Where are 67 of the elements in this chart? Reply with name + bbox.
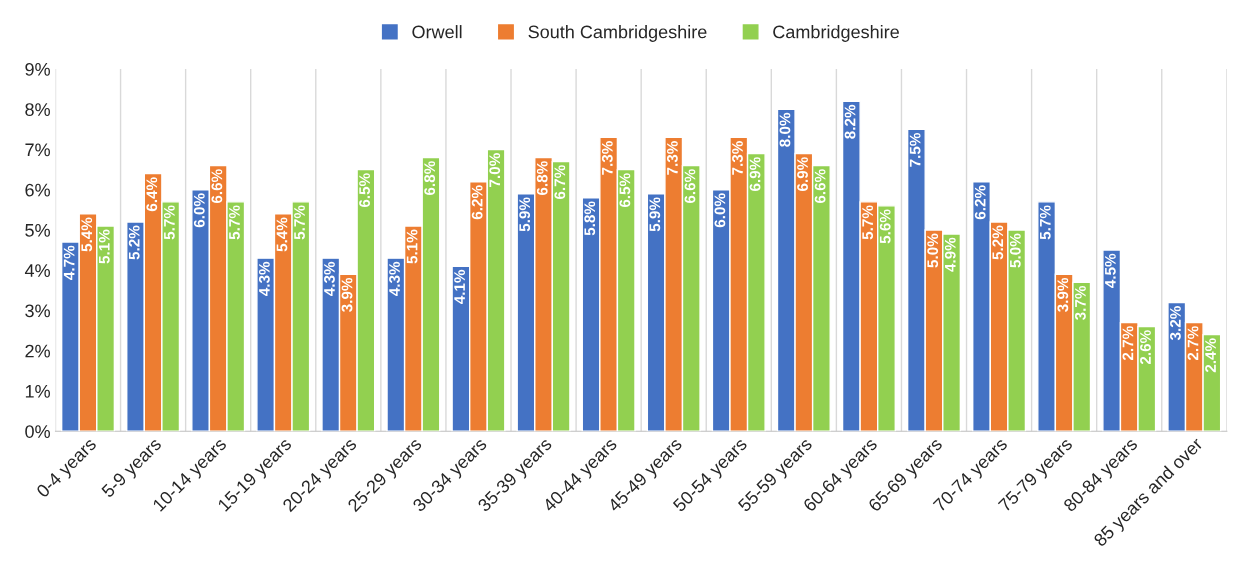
data-label: 6.7% xyxy=(554,165,566,200)
data-label: 4.3% xyxy=(258,261,270,296)
data-label: 5.9% xyxy=(649,197,661,232)
data-label: 5.2% xyxy=(992,225,1004,260)
data-label: 3.7% xyxy=(1075,285,1086,321)
data-label: 6.6% xyxy=(814,169,826,204)
y-tick-label: 3% xyxy=(25,304,50,318)
data-label: 7.3% xyxy=(601,141,613,175)
data-label: 3.9% xyxy=(341,277,353,312)
data-label: 5.7% xyxy=(163,205,175,240)
y-tick-label: 9% xyxy=(25,62,50,76)
data-label: 2.7% xyxy=(1122,326,1134,361)
data-label: 6.9% xyxy=(749,157,761,192)
y-tick-label: 0% xyxy=(25,425,50,438)
data-label: 5.7% xyxy=(229,205,240,240)
data-label: 5.7% xyxy=(862,205,874,240)
data-label: 8.0% xyxy=(779,112,791,147)
data-label: 4.1% xyxy=(454,269,465,305)
data-label: 5.0% xyxy=(927,233,939,268)
data-label: 6.8% xyxy=(536,161,548,196)
data-label: 5.1% xyxy=(406,229,418,264)
data-label: 4.3% xyxy=(324,261,335,296)
data-label: 3.2% xyxy=(1170,306,1181,341)
data-label: 8.2% xyxy=(844,104,856,139)
data-label: 6.6% xyxy=(684,169,696,204)
y-tick-label: 8% xyxy=(25,103,50,116)
data-label: 4.5% xyxy=(1104,253,1116,288)
y-tick-label: 1% xyxy=(25,385,50,398)
data-label: 7.3% xyxy=(666,141,678,175)
data-label: 6.0% xyxy=(714,193,726,228)
data-label: 5.8% xyxy=(584,201,596,236)
data-label: 2.7% xyxy=(1187,326,1199,361)
data-label: 6.9% xyxy=(797,157,808,192)
legend-label: South Cambridgeshire xyxy=(528,25,707,42)
legend-label: Cambridgeshire xyxy=(773,25,899,42)
data-label: 5.2% xyxy=(128,225,140,260)
y-tick-label: 4% xyxy=(24,264,50,277)
y-tick-label: 5% xyxy=(25,224,50,237)
data-label: 5.7% xyxy=(294,205,305,240)
data-label: 6.5% xyxy=(359,173,370,208)
data-label: 2.4% xyxy=(1205,338,1216,373)
data-label: 6.2% xyxy=(471,185,483,220)
data-label: 5.0% xyxy=(1009,233,1021,268)
data-label: 6.2% xyxy=(974,185,986,220)
data-label: 6.4% xyxy=(146,177,158,212)
data-label: 5.9% xyxy=(519,197,531,232)
data-label: 6.6% xyxy=(211,169,223,204)
data-label: 6.0% xyxy=(193,193,205,228)
data-label: 4.3% xyxy=(389,261,400,296)
data-label: 5.4% xyxy=(276,217,288,252)
data-label: 7.3% xyxy=(732,141,743,175)
data-label: 7.5% xyxy=(909,133,921,167)
y-tick-label: 6% xyxy=(25,183,50,197)
data-label: 4.7% xyxy=(63,245,75,280)
data-label: 3.9% xyxy=(1057,277,1069,312)
data-label: 4.9% xyxy=(944,237,956,272)
data-label: 5.7% xyxy=(1039,205,1051,240)
y-tick-label: 2% xyxy=(25,344,50,358)
data-label: 2.6% xyxy=(1140,330,1151,365)
data-label: 5.1% xyxy=(98,229,110,264)
data-label: 6.8% xyxy=(424,161,436,196)
data-label: 7.0% xyxy=(489,153,501,187)
data-label: 5.4% xyxy=(81,217,93,252)
y-tick-label: 7% xyxy=(25,143,50,157)
data-label: 5.6% xyxy=(879,209,891,244)
data-label: 6.5% xyxy=(619,173,631,208)
legend-label: Orwell xyxy=(412,25,462,39)
